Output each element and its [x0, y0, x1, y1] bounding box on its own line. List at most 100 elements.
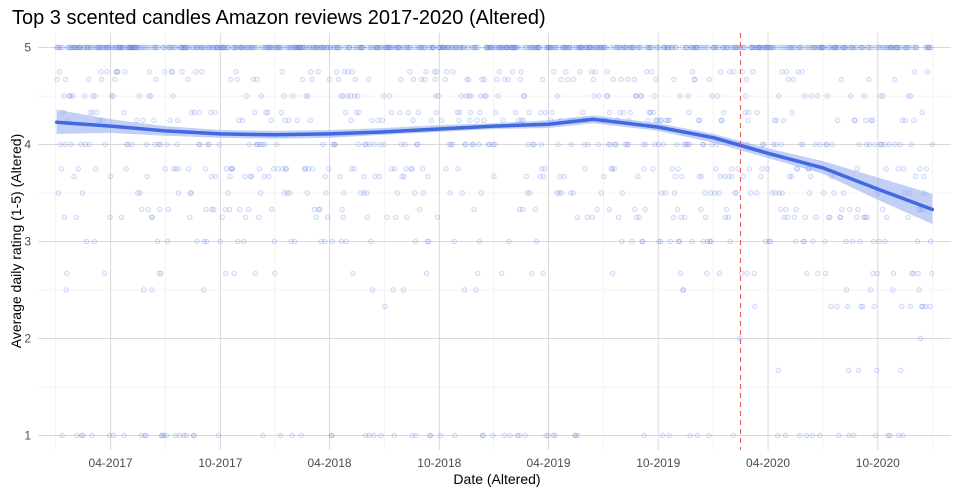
data-point — [160, 44, 167, 51]
data-point — [487, 141, 493, 148]
data-point — [677, 93, 683, 99]
data-point — [134, 190, 141, 196]
data-point — [262, 141, 268, 148]
data-point — [256, 214, 262, 220]
data-point — [596, 44, 603, 51]
data-point — [866, 141, 873, 148]
data-point — [590, 44, 596, 51]
data-point — [869, 117, 876, 123]
data-point — [129, 141, 135, 148]
data-point — [482, 44, 489, 51]
data-point — [578, 44, 584, 51]
data-point — [488, 44, 494, 51]
data-point — [665, 117, 671, 123]
data-point — [356, 44, 363, 51]
data-point — [758, 44, 765, 51]
data-point — [415, 141, 421, 148]
data-point — [355, 141, 361, 148]
data-point — [152, 141, 158, 148]
data-point — [578, 44, 585, 51]
data-point — [59, 44, 66, 51]
data-point — [818, 44, 824, 51]
data-point — [837, 214, 844, 220]
data-point — [807, 173, 814, 180]
data-point — [427, 44, 433, 51]
data-point — [691, 76, 697, 83]
data-point — [545, 432, 551, 439]
data-point — [73, 214, 80, 220]
data-point — [193, 44, 200, 51]
data-point — [832, 44, 838, 51]
data-point — [115, 44, 122, 51]
data-point — [685, 93, 691, 99]
data-point — [622, 141, 628, 148]
data-point — [89, 432, 95, 439]
data-point — [382, 44, 388, 51]
data-point — [908, 93, 914, 99]
data-point — [209, 206, 215, 213]
data-point — [498, 44, 504, 51]
data-point — [323, 190, 329, 196]
data-point — [756, 44, 763, 51]
data-point — [665, 44, 672, 51]
data-point — [71, 173, 77, 180]
data-point — [486, 44, 492, 51]
data-point — [776, 190, 783, 196]
data-point — [664, 44, 670, 51]
data-point — [839, 206, 845, 213]
data-point — [441, 44, 447, 51]
data-point — [925, 44, 931, 51]
data-point — [58, 44, 64, 51]
data-point — [843, 287, 850, 293]
data-point — [493, 109, 499, 116]
data-point — [158, 432, 165, 439]
data-point — [103, 44, 110, 51]
data-point — [672, 173, 678, 180]
data-point — [437, 432, 444, 439]
data-point — [631, 76, 637, 83]
data-point — [490, 432, 496, 439]
data-point — [644, 69, 650, 75]
data-point — [307, 117, 313, 123]
data-point — [389, 44, 396, 51]
data-point — [55, 44, 61, 51]
data-point — [407, 69, 413, 75]
data-point — [696, 173, 702, 180]
data-point — [926, 44, 933, 51]
data-point — [364, 214, 370, 220]
data-point — [242, 214, 249, 220]
data-point — [861, 93, 868, 99]
data-point — [666, 432, 672, 439]
data-point — [798, 44, 805, 51]
data-point — [707, 190, 714, 196]
data-point — [460, 44, 466, 51]
data-point — [787, 44, 793, 51]
data-point — [144, 173, 150, 180]
data-point — [104, 44, 111, 51]
data-point — [350, 270, 356, 277]
data-point — [641, 166, 647, 172]
data-point — [299, 44, 305, 51]
data-point — [764, 166, 771, 172]
data-point — [254, 141, 261, 148]
data-point — [438, 44, 444, 51]
data-point — [448, 141, 454, 148]
data-point — [384, 214, 390, 220]
data-point — [778, 141, 784, 148]
data-point — [568, 190, 574, 196]
data-point — [698, 173, 705, 180]
data-point — [308, 44, 315, 51]
data-point — [694, 432, 700, 439]
data-point — [574, 214, 580, 220]
data-point — [327, 44, 333, 51]
data-point — [911, 117, 917, 123]
data-point — [235, 238, 241, 245]
data-point — [743, 93, 749, 99]
data-point — [98, 69, 104, 75]
data-point — [62, 76, 69, 83]
data-point — [182, 44, 188, 51]
data-point — [198, 44, 204, 51]
data-point — [374, 44, 381, 51]
data-point — [117, 44, 123, 51]
data-point — [251, 44, 257, 51]
